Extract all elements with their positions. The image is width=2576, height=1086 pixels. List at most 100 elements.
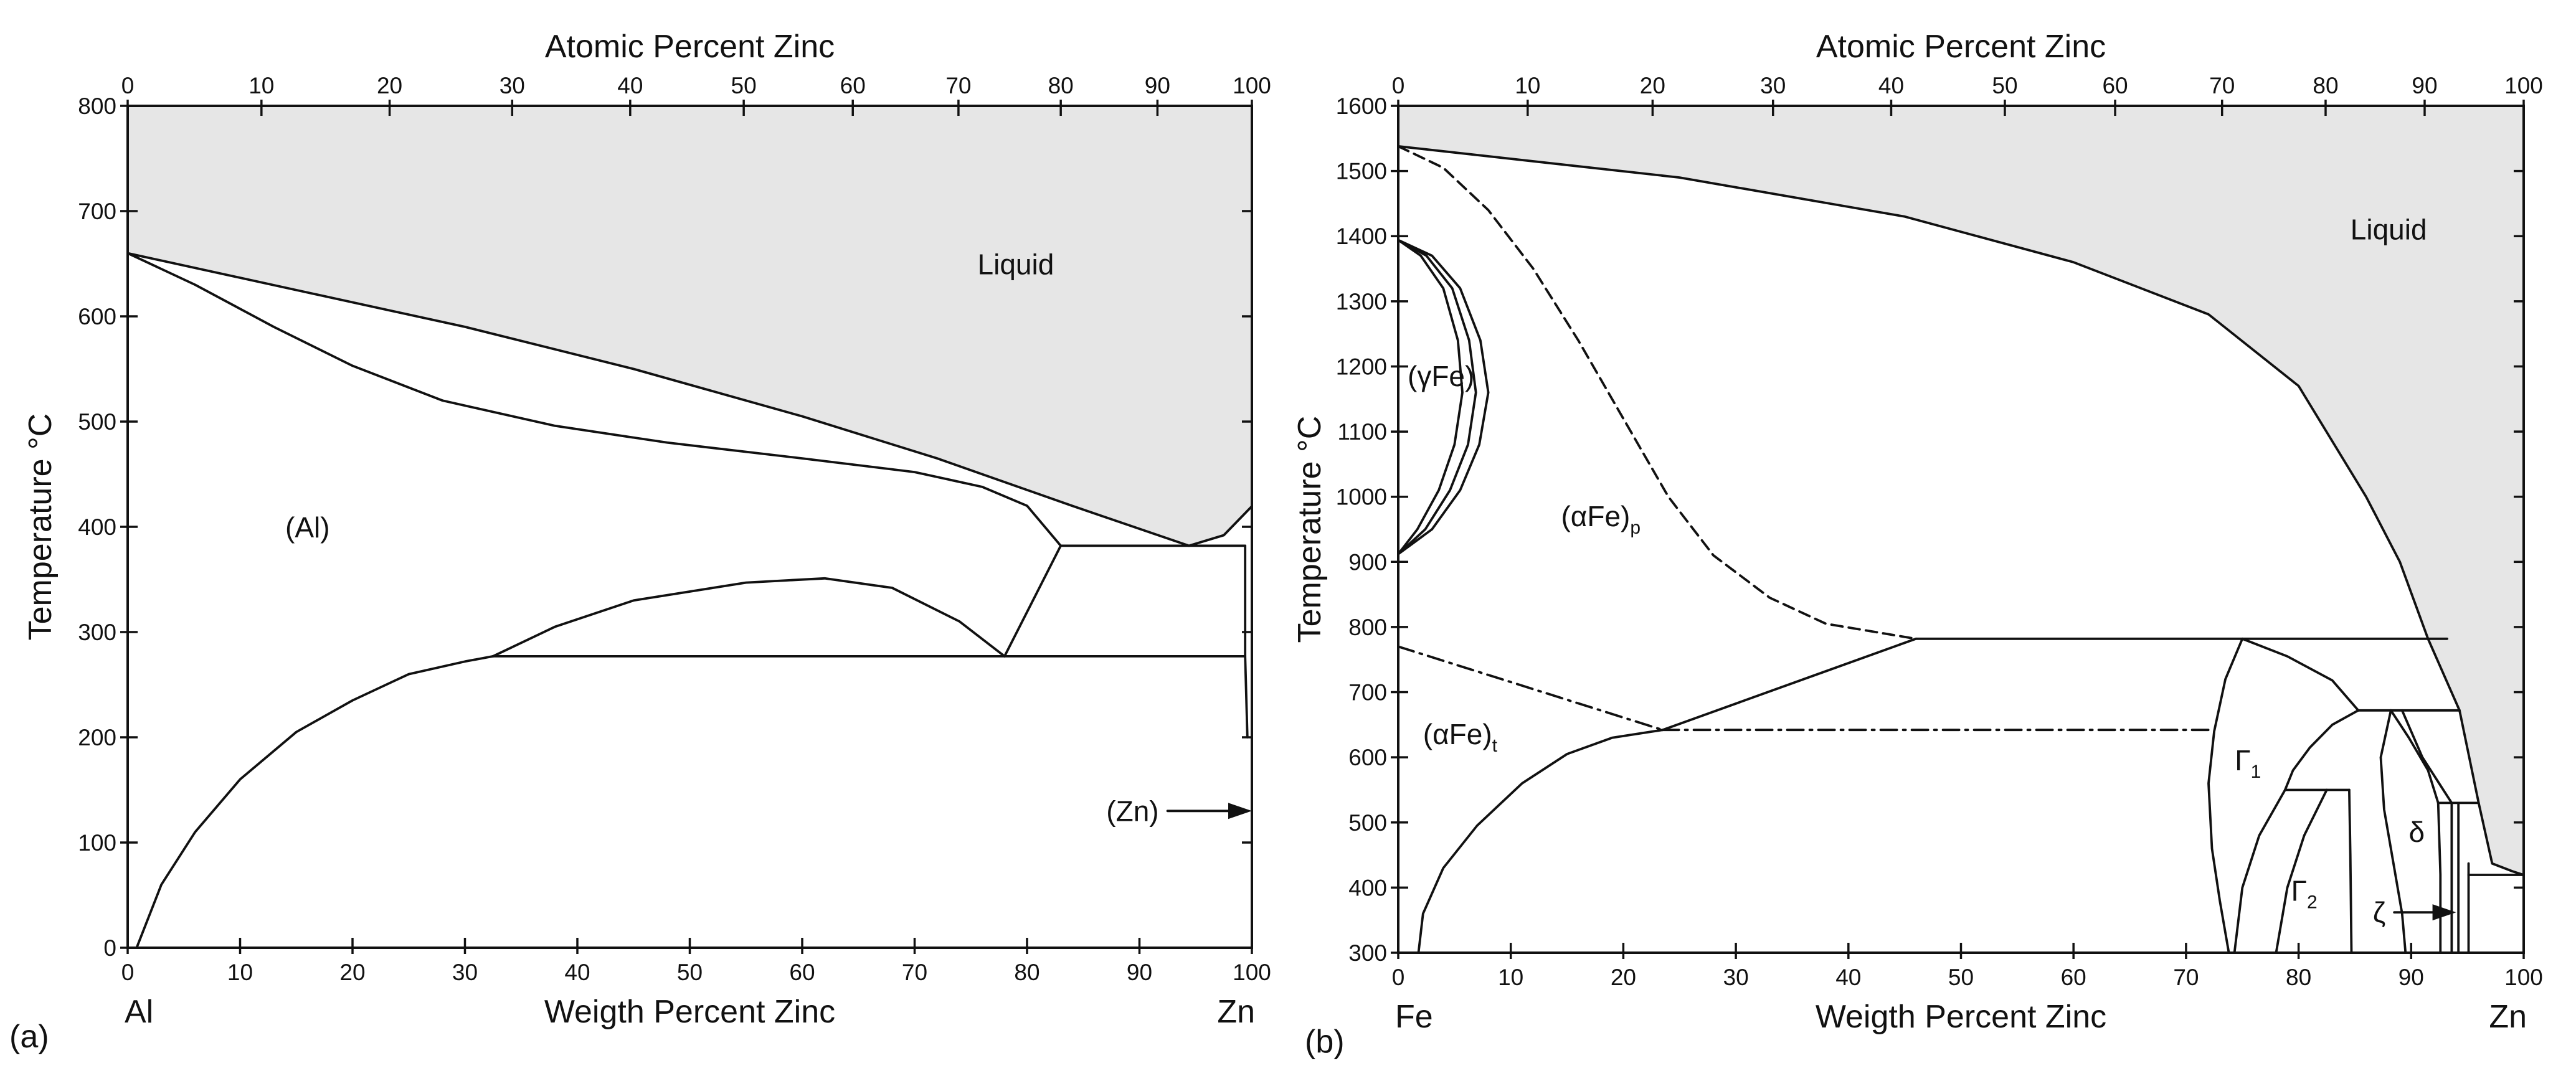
annotation-arrowhead — [1228, 803, 1252, 819]
phase-boundary-3 — [1397, 238, 1477, 555]
element-label-left: Al — [125, 994, 153, 1030]
phase-boundary-8 — [1397, 645, 1664, 732]
x-tick-label: 10 — [227, 960, 253, 985]
x-tick-label: 40 — [1835, 965, 1861, 990]
top-tick-label: 60 — [840, 73, 866, 98]
phase-boundary-17 — [2347, 788, 2353, 954]
region-label-sub: p — [1630, 517, 1641, 538]
phase-boundary-7 — [1417, 729, 1664, 954]
top-tick-label: 10 — [1515, 73, 1540, 98]
region-label: Liquid — [978, 248, 1054, 280]
x-tick-label: 100 — [2504, 965, 2543, 990]
chart-panel-a: 0 10 20 30 40 50 60 70 80 90 100 0 10 20 30 40 50 60 70 80 9… — [9, 29, 1271, 1055]
region-label-sub: 1 — [2251, 762, 2261, 782]
top-tick-label: 0 — [1392, 73, 1405, 98]
x-tick-label: 40 — [564, 960, 590, 985]
x-tick-label: 30 — [452, 960, 478, 985]
element-label-left: Fe — [1395, 999, 1433, 1035]
y-axis-title: Temperature °C — [22, 413, 59, 641]
phase-boundary-5 — [491, 577, 1006, 658]
phase-boundary-3 — [1003, 544, 1062, 658]
top-tick-label: 90 — [2412, 73, 2437, 98]
panel-label: (a) — [9, 1019, 49, 1055]
y-tick-label: 0 — [103, 935, 116, 961]
y-axis-title: Temperature °C — [1292, 416, 1328, 643]
annotation-arrowhead — [2432, 904, 2456, 921]
region-label-text: (γFe) — [1408, 360, 1474, 392]
x-tick-label: 70 — [2173, 965, 2199, 990]
x-axis-title: Weigth Percent Zinc — [544, 994, 835, 1030]
region-label-text: Γ — [2291, 874, 2307, 907]
y-tick-label: 1100 — [1337, 419, 1387, 445]
phase-boundary-15 — [2233, 788, 2286, 954]
phase-boundary-6 — [135, 655, 495, 949]
x-axis-title: Weigth Percent Zinc — [1816, 999, 2106, 1035]
top-tick-label: 80 — [1048, 73, 1074, 98]
y-tick-label: 200 — [78, 725, 116, 750]
phase-boundary-20 — [2400, 709, 2453, 805]
y-tick-label: 700 — [78, 199, 116, 224]
region-label-sub: 2 — [2307, 892, 2318, 912]
top-tick-label: 70 — [2209, 73, 2235, 98]
region-label-text: (αFe) — [1561, 500, 1630, 532]
x-tick-label: 60 — [2061, 965, 2086, 990]
x-tick-label: 50 — [1948, 965, 1974, 990]
annotation-label: (Zn) — [1106, 795, 1158, 827]
phase-boundary-0 — [126, 252, 1253, 547]
y-tick-label: 700 — [1348, 680, 1387, 706]
phase-boundary-6 — [1661, 637, 1918, 732]
region-label-text: Γ — [2235, 744, 2250, 777]
phase-boundary-19 — [2389, 709, 2442, 954]
x-tick-label: 70 — [902, 960, 927, 985]
top-tick-label: 90 — [1145, 73, 1170, 98]
y-tick-label: 300 — [78, 620, 116, 645]
top-tick-label: 10 — [249, 73, 274, 98]
top-tick-label: 80 — [2313, 73, 2338, 98]
x-tick-label: 90 — [1127, 960, 1152, 985]
y-tick-label: 600 — [1348, 745, 1387, 770]
phase-boundary-12 — [2283, 709, 2360, 791]
phase-boundary-7 — [1244, 544, 1249, 739]
x-tick-label: 100 — [1233, 960, 1271, 985]
region-label-text: Liquid — [2351, 213, 2427, 245]
x-tick-label: 0 — [1392, 965, 1405, 990]
x-tick-label: 80 — [1014, 960, 1039, 985]
region-label-text: δ — [2409, 816, 2425, 848]
top-axis-title: Atomic Percent Zinc — [545, 29, 835, 65]
region-label: (Al) — [285, 511, 330, 544]
phase-boundary-11 — [2241, 637, 2360, 712]
region-label-sub: t — [1492, 735, 1498, 756]
x-tick-label: 10 — [1498, 965, 1523, 990]
top-tick-label: 30 — [1760, 73, 1786, 98]
liquid-region — [128, 106, 1252, 546]
phase-boundary-1 — [1397, 144, 1918, 640]
y-tick-label: 600 — [78, 304, 116, 329]
y-tick-label: 100 — [78, 830, 116, 856]
element-label-right: Zn — [2489, 999, 2527, 1035]
phase-boundary-1 — [126, 252, 1062, 547]
region-label: (αFe)t — [1423, 718, 1498, 756]
region-label: (αFe)p — [1561, 500, 1641, 538]
phase-boundary-10 — [2207, 637, 2244, 954]
y-tick-label: 1200 — [1336, 354, 1387, 379]
x-tick-label: 50 — [677, 960, 703, 985]
phase-boundary-16 — [2275, 788, 2328, 954]
top-tick-label: 60 — [2102, 73, 2128, 98]
y-tick-label: 800 — [1348, 615, 1387, 640]
region-label-text: Liquid — [978, 248, 1054, 280]
x-tick-label: 20 — [1611, 965, 1636, 990]
y-tick-label: 500 — [78, 409, 116, 435]
y-tick-label: 1400 — [1336, 224, 1387, 249]
phase-boundary-18 — [2379, 709, 2407, 954]
top-tick-label: 40 — [1878, 73, 1904, 98]
region-label: δ — [2409, 816, 2425, 848]
y-tick-label: 1600 — [1336, 93, 1387, 119]
top-tick-label: 50 — [731, 73, 757, 98]
region-label: (γFe) — [1408, 360, 1474, 392]
region-label: Γ2 — [2291, 874, 2318, 912]
y-tick-label: 1500 — [1336, 159, 1387, 184]
liquid-region — [1398, 106, 2524, 875]
top-tick-label: 20 — [377, 73, 402, 98]
y-tick-label: 400 — [78, 514, 116, 540]
